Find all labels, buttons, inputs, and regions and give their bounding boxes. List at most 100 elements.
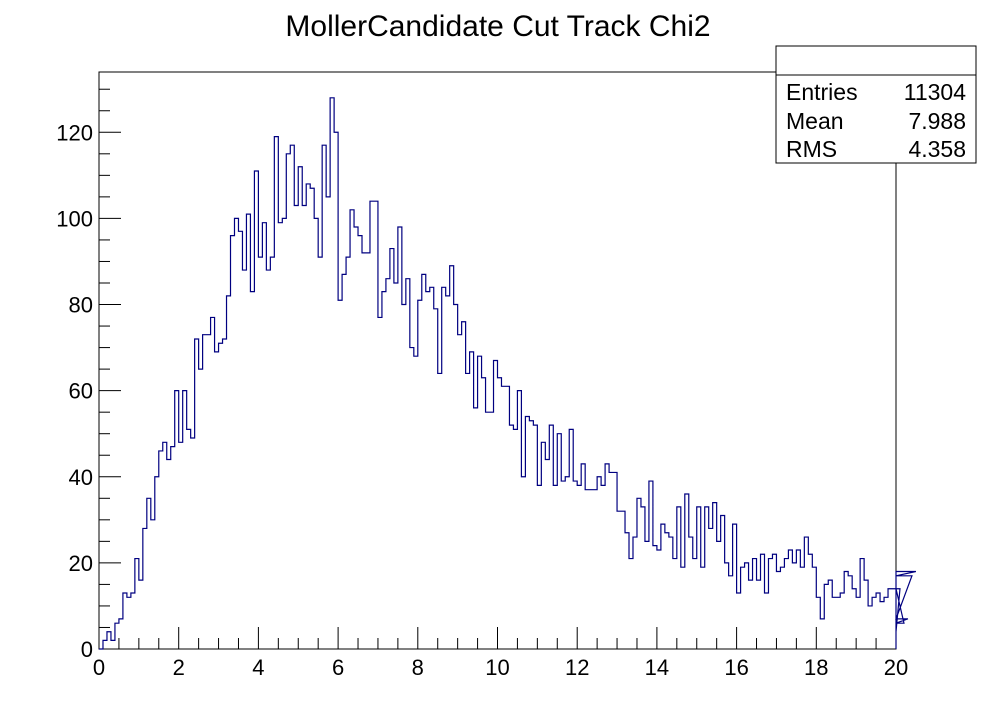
histogram-bin — [589, 490, 593, 649]
histogram-bin — [422, 274, 426, 649]
histogram-bin — [163, 442, 167, 649]
histogram-bin — [270, 257, 274, 649]
histogram-bin — [258, 257, 262, 649]
histogram-bin — [601, 485, 605, 649]
histogram-bin — [561, 481, 565, 649]
chart-title: MollerCandidate Cut Track Chi2 — [285, 10, 710, 43]
histogram-bin — [262, 223, 266, 649]
histogram-bin — [820, 619, 824, 649]
histogram-bin — [227, 296, 231, 649]
histogram-bin — [645, 541, 649, 649]
histogram-bin — [577, 485, 581, 649]
histogram-bin — [350, 210, 354, 649]
histogram-bin — [737, 593, 741, 649]
histogram-bin — [800, 567, 804, 649]
histogram-bin — [310, 188, 314, 649]
histogram-bin — [358, 236, 362, 649]
histogram-bin — [314, 218, 318, 649]
stats-entries-label: Entries — [786, 79, 858, 105]
histogram-bin — [729, 576, 733, 649]
histogram-bin — [286, 154, 290, 649]
histogram-bin — [294, 205, 298, 649]
histogram-bin — [609, 472, 613, 649]
histogram-bin — [490, 412, 494, 649]
y-tick-label: 120 — [56, 120, 93, 145]
histogram-bin — [306, 184, 310, 649]
histogram-bin — [370, 201, 374, 649]
histogram-bin — [127, 597, 131, 649]
x-axis-ticks — [98, 627, 897, 649]
y-tick-label: 40 — [69, 465, 93, 490]
stats-rms-label: RMS — [786, 136, 837, 162]
histogram-bin — [282, 218, 286, 649]
histogram-bin — [199, 369, 203, 649]
histogram-bin — [242, 270, 246, 649]
histogram-bin — [784, 559, 788, 649]
histogram-bin — [402, 305, 406, 649]
histogram-bin — [780, 567, 784, 649]
histogram-bin — [629, 559, 633, 649]
histogram-bin — [573, 481, 577, 649]
stats-entries-value: 11304 — [904, 79, 966, 105]
histogram-bin — [498, 378, 502, 649]
x-tick-label: 2 — [173, 655, 185, 680]
histogram-bin — [386, 279, 390, 649]
x-tick-label: 10 — [485, 655, 509, 680]
histogram-bin — [717, 541, 721, 649]
stats-box: Entries 11304 Mean 7.988 RMS 4.358 — [775, 45, 977, 164]
histogram-bin — [653, 546, 657, 649]
y-axis-ticks — [99, 88, 121, 650]
histogram-bin — [701, 567, 705, 649]
x-axis-labels: 0 2 4 6 8 10 12 14 16 18 20 — [93, 655, 908, 680]
histogram-bin — [709, 528, 713, 649]
x-tick-label: 16 — [724, 655, 748, 680]
stats-mean-label: Mean — [786, 108, 844, 134]
histogram-bin — [657, 550, 661, 649]
histogram-bin — [553, 485, 557, 649]
histogram-bin — [302, 205, 306, 649]
y-axis-labels: 0 20 40 60 80 100 120 — [56, 120, 93, 662]
histogram-bin — [414, 356, 418, 649]
histogram-bin — [318, 257, 322, 649]
histogram-bin — [509, 425, 513, 649]
y-tick-label: 80 — [69, 293, 93, 318]
histogram-bin — [880, 602, 884, 649]
histogram-bin — [426, 292, 430, 649]
histogram-bin — [207, 335, 211, 649]
histogram-bin — [223, 339, 227, 649]
histogram-bin — [884, 597, 888, 649]
histogram-bin — [776, 571, 780, 649]
histogram-bin — [378, 317, 382, 649]
histogram-bin — [597, 477, 601, 649]
stats-mean-value: 7.988 — [908, 108, 966, 134]
histogram-bin — [438, 373, 442, 649]
histogram-bin — [792, 563, 796, 649]
histogram-bin — [868, 606, 872, 649]
histogram-bin — [665, 533, 669, 649]
histogram-bin — [681, 567, 685, 649]
histogram-bin — [179, 442, 183, 649]
histogram-bin — [832, 597, 836, 649]
histogram-bin — [466, 373, 470, 649]
histogram-bin — [605, 464, 609, 649]
histogram-bin — [234, 218, 238, 649]
histogram-bin — [757, 580, 761, 649]
histogram-bin — [513, 429, 517, 649]
histogram-bin — [278, 223, 282, 649]
x-tick-label: 0 — [93, 655, 105, 680]
histogram-bin — [454, 305, 458, 649]
histogram-bin — [139, 580, 143, 649]
histogram-bin — [545, 460, 549, 649]
histogram-bin — [326, 197, 330, 649]
histogram-bin — [338, 300, 342, 649]
histogram-bin — [446, 296, 450, 649]
histogram-bin — [290, 145, 294, 649]
x-tick-label: 14 — [645, 655, 669, 680]
histogram-bin — [250, 292, 254, 649]
y-tick-label: 20 — [69, 551, 93, 576]
y-tick-label: 100 — [56, 206, 93, 231]
histogram-outline — [99, 97, 917, 650]
histogram-bin — [521, 477, 525, 649]
histogram-bin — [788, 550, 792, 649]
